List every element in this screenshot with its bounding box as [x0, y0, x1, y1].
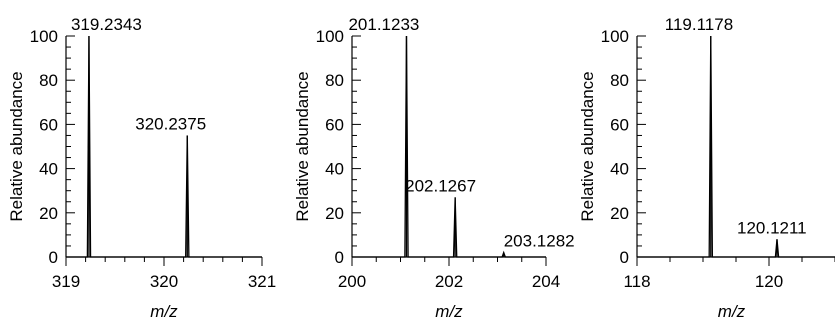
y-tick-label: 100	[601, 27, 629, 46]
x-tick-label: 200	[338, 272, 366, 291]
x-axis-title: m/z	[435, 302, 463, 321]
spectrum-trace	[66, 35, 262, 258]
peak-label: 320.2375	[135, 114, 206, 133]
peak-label: 119.1178	[665, 15, 733, 34]
y-axis-title: Relative abundance	[293, 71, 312, 221]
y-tick-label: 40	[610, 160, 629, 179]
y-tick-label: 20	[39, 204, 58, 223]
x-tick-label: 204	[532, 272, 560, 291]
peak-label: 319.2343	[71, 15, 142, 34]
x-tick-label: 319	[52, 272, 80, 291]
peak-label: 203.1282	[504, 232, 575, 251]
y-tick-label: 80	[610, 71, 629, 90]
x-tick-label: 320	[150, 272, 178, 291]
y-tick-label: 100	[316, 27, 344, 46]
y-tick-label: 0	[620, 248, 629, 267]
y-axis-title: Relative abundance	[7, 71, 26, 221]
chart-panel-2: 0 20 40 60 80 100 200 202 204 201.1233 202.1267 203…	[293, 15, 575, 321]
x-tick-label: 120	[755, 272, 783, 291]
y-axis-title: Relative abundance	[578, 71, 597, 221]
y-tick-label: 60	[39, 115, 58, 134]
x-tick-label: 118	[623, 272, 650, 291]
y-tick-label: 20	[610, 204, 629, 223]
y-tick-label: 80	[39, 71, 58, 90]
y-tick-label: 80	[325, 71, 344, 90]
spectrum-trace	[637, 35, 835, 258]
chart-panel-1: 0 20 40 60 80 100 319 320 321 319.2343 320.2375 Rel…	[7, 15, 276, 321]
peak-label: 120.1211	[737, 218, 807, 237]
peak-label: 201.1233	[348, 15, 419, 34]
x-axis-title: m/z	[718, 302, 746, 321]
peak-label: 202.1267	[405, 176, 476, 195]
y-tick-label: 0	[49, 248, 58, 267]
y-tick-label: 100	[30, 27, 58, 46]
spectrum-trace	[352, 35, 546, 258]
y-tick-label: 40	[39, 160, 58, 179]
y-tick-label: 0	[335, 248, 344, 267]
y-tick-label: 20	[325, 204, 344, 223]
x-tick-label: 202	[435, 272, 463, 291]
x-tick-label: 321	[248, 272, 276, 291]
y-tick-label: 40	[325, 160, 344, 179]
y-tick-label: 60	[610, 115, 629, 134]
y-tick-label: 60	[325, 115, 344, 134]
chart-panel-3: 0 20 40 60 80 100 118 120 119.1178 120.1211 Relati…	[578, 15, 835, 321]
x-axis-title: m/z	[150, 302, 178, 321]
